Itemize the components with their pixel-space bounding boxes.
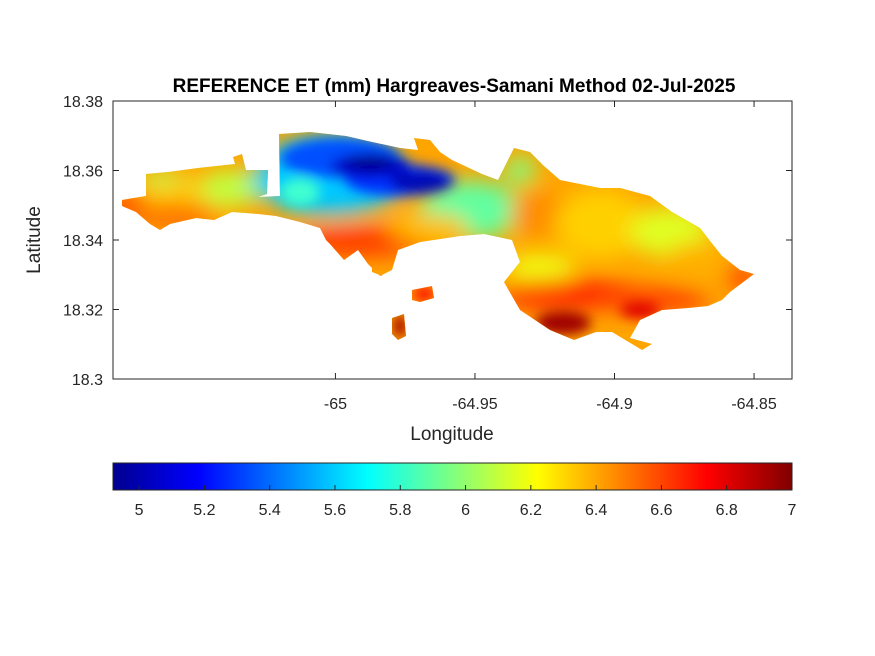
x-tick-label: -64.85	[731, 396, 776, 413]
y-axis-label: Latitude	[24, 206, 45, 274]
colorbar-ticks: 5 5.2 5.4 5.6 5.8 6 6.2 6.4 6.6 6.8 7	[135, 485, 797, 519]
colorbar-tick-label: 5.2	[193, 502, 215, 519]
y-tick-label: 18.3	[72, 372, 103, 389]
x-axis-label: Longitude	[410, 424, 493, 445]
colorbar-tick-label: 6.6	[650, 502, 672, 519]
y-tick-label: 18.32	[63, 303, 103, 320]
colorbar-tick-label: 5.8	[389, 502, 411, 519]
colorbar-tick-label: 5.6	[324, 502, 346, 519]
x-tick-label: -64.9	[596, 396, 633, 413]
colorbar-tick-label: 6.8	[716, 502, 738, 519]
colorbar-tick-label: 5	[135, 502, 144, 519]
x-tick-label: -64.95	[452, 396, 497, 413]
axis-ticks: -65 -64.95 -64.9 -64.85 18.3 18.32 18.34 18.36 1…	[63, 94, 792, 413]
y-tick-label: 18.34	[63, 233, 103, 250]
colorbar-tick-label: 7	[788, 502, 797, 519]
x-tick-label: -65	[324, 396, 347, 413]
colorbar	[112, 462, 793, 491]
y-tick-label: 18.38	[63, 94, 103, 111]
colorbar-tick-label: 5.4	[259, 502, 281, 519]
chart-title: REFERENCE ET (mm) Hargreaves-Samani Meth…	[173, 76, 736, 97]
heatmap-area	[122, 132, 754, 350]
colorbar-tick-label: 6	[461, 502, 470, 519]
y-tick-label: 18.36	[63, 164, 103, 181]
colorbar-tick-label: 6.2	[520, 502, 542, 519]
colorbar-tick-label: 6.4	[585, 502, 607, 519]
